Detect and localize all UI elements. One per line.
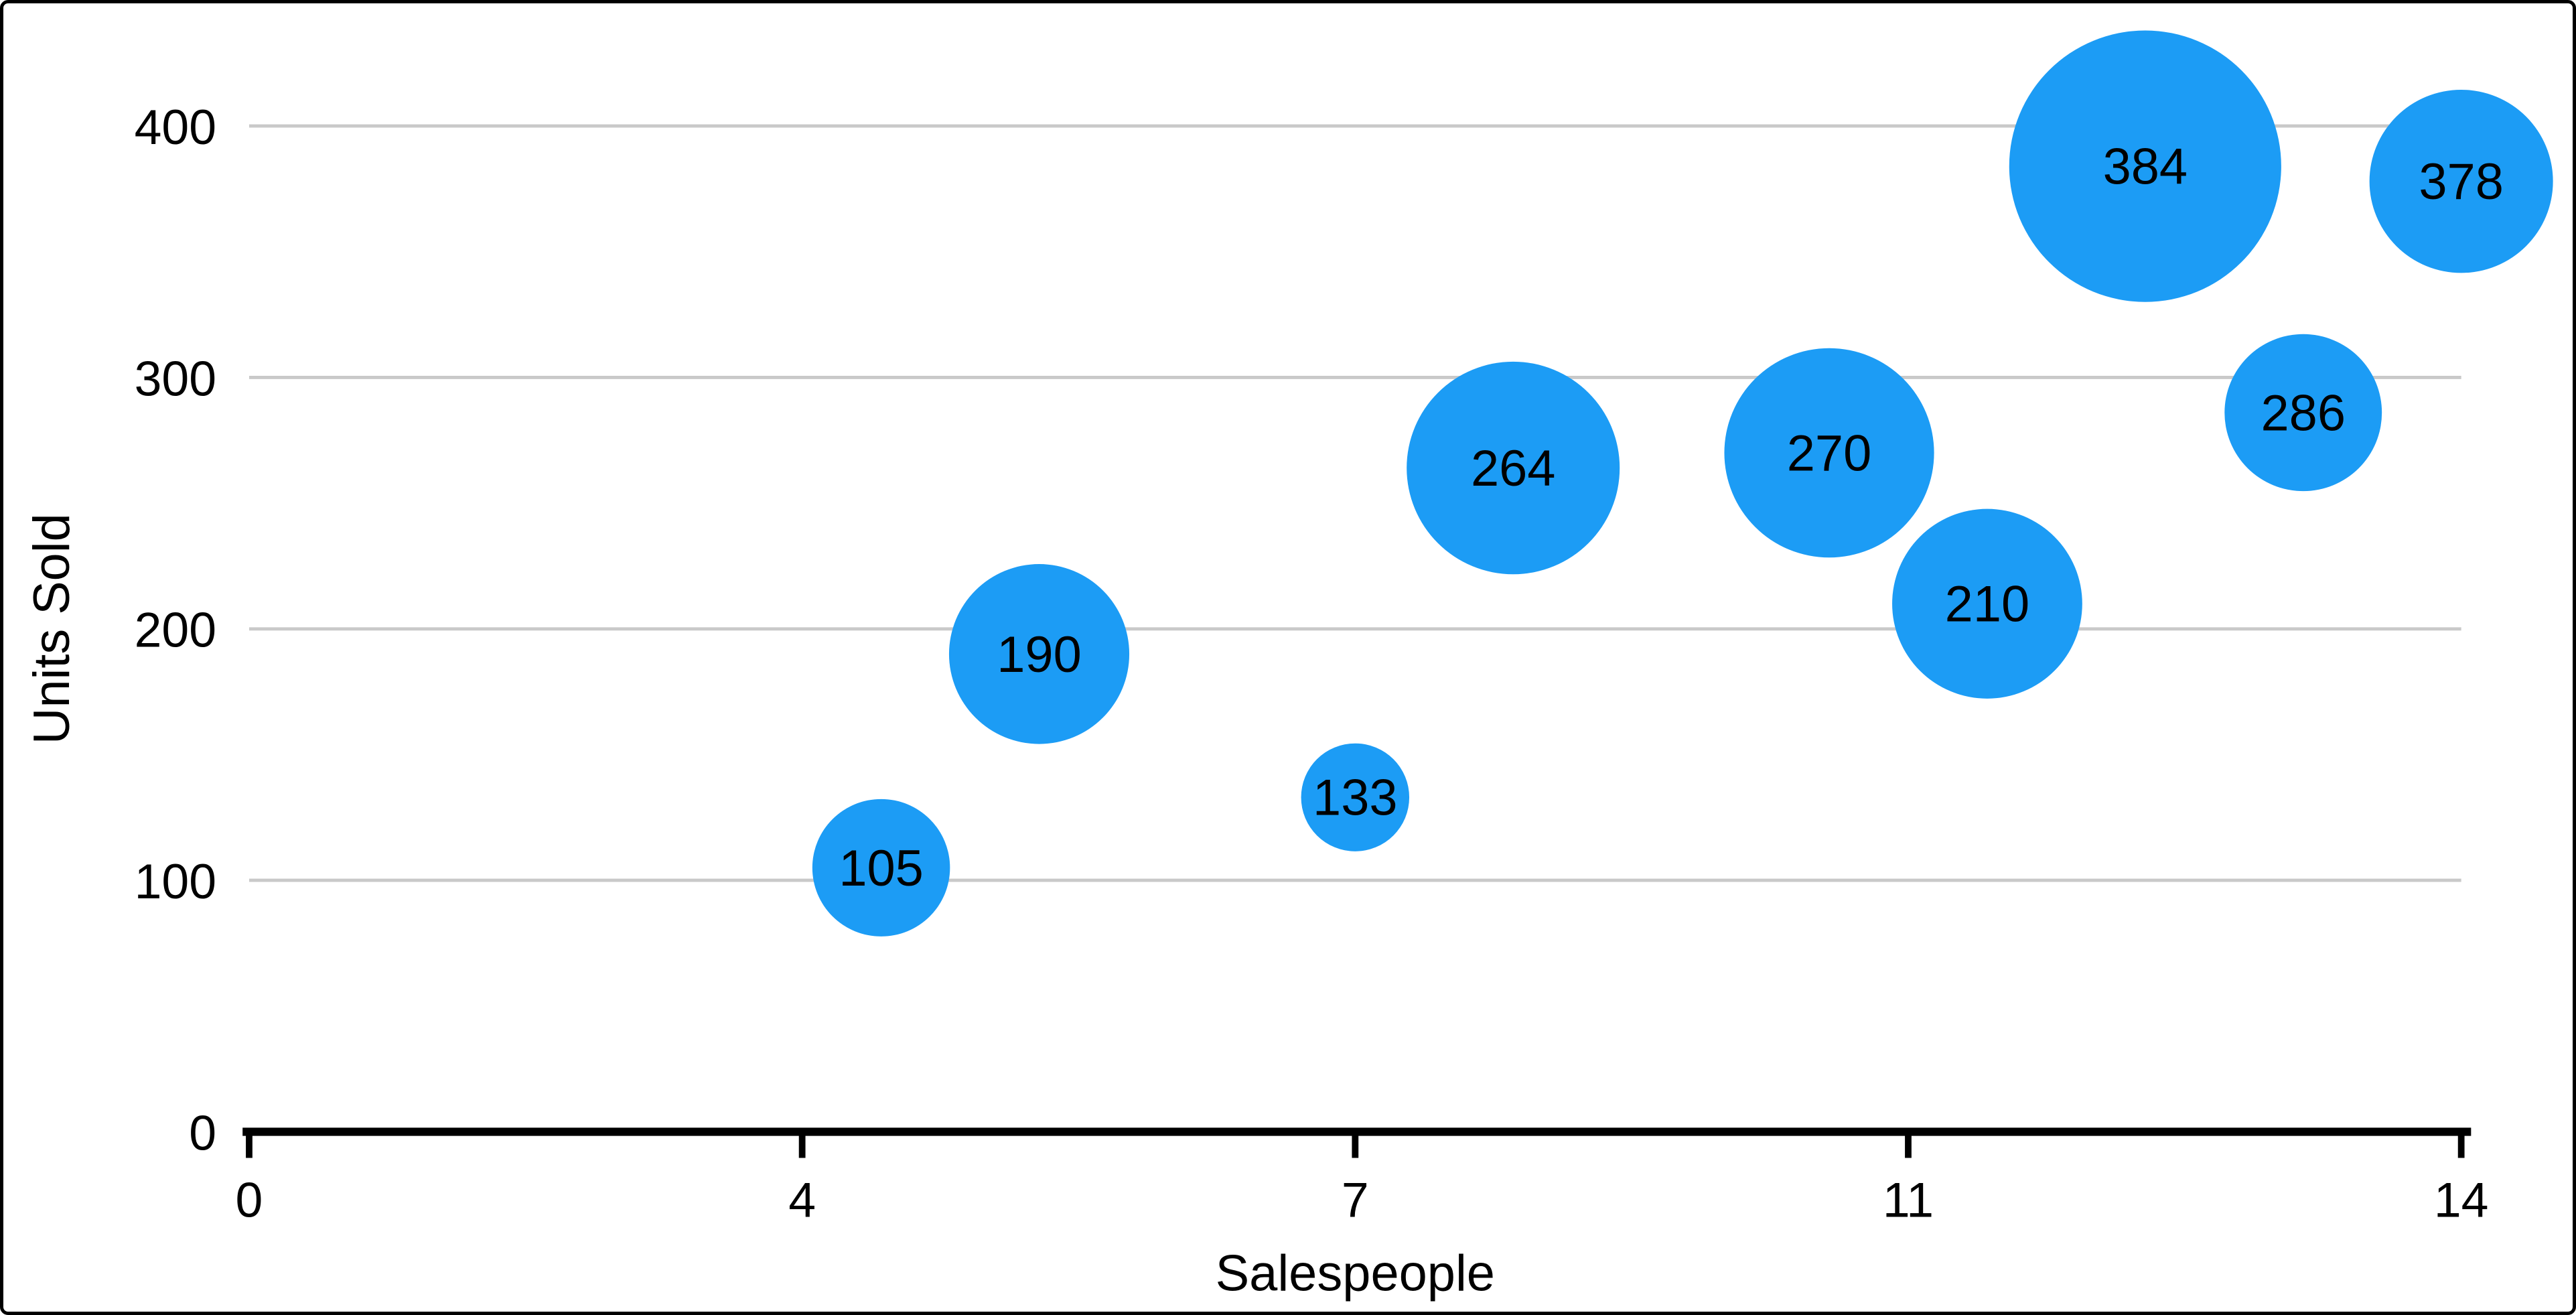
bubble-circle	[1724, 348, 1934, 558]
bubble-value-label: 133	[1313, 770, 1398, 827]
bubble-value-label: 105	[839, 840, 924, 897]
bubble-384: 384	[2009, 30, 2281, 302]
x-tick-label: 7	[1342, 1172, 1369, 1227]
x-axis-title: Salespeople	[1216, 1245, 1495, 1302]
x-tick-label: 14	[2434, 1172, 2489, 1227]
chart-canvas: 0 4 7 11 14 0 100 200 300 400 105 190 133 264 270 210 38…	[23, 30, 2553, 1302]
bubble-circle	[948, 564, 1130, 744]
y-tick-label: 100	[135, 854, 216, 909]
bubble-133: 133	[1301, 743, 1410, 851]
bubble-378: 378	[2369, 89, 2553, 273]
bubble-value-label: 264	[1471, 440, 1556, 497]
bubble-264: 264	[1407, 361, 1620, 575]
y-tick-label: 200	[135, 603, 216, 658]
bubble-210: 210	[1892, 508, 2082, 699]
y-axis-title: Units Sold	[23, 513, 80, 744]
bubble-286: 286	[2224, 334, 2382, 492]
bubble-circle	[2369, 89, 2553, 273]
bubble-circle	[1407, 361, 1620, 575]
bubble-circle	[1892, 508, 2082, 699]
bubble-value-label: 384	[2103, 139, 2188, 196]
bubble-circle	[2009, 30, 2281, 302]
bubble-value-label: 190	[997, 626, 1082, 683]
x-tick-label: 11	[1883, 1172, 1934, 1227]
bubble-circle	[812, 799, 950, 937]
bubble-value-label: 378	[2419, 153, 2504, 210]
bubble-value-label: 210	[1945, 576, 2030, 633]
y-tick-label: 0	[189, 1105, 216, 1160]
bubble-circle	[1301, 743, 1410, 851]
x-tick-label: 0	[236, 1172, 263, 1227]
y-tick-label: 400	[135, 100, 216, 155]
bubble-190: 190	[948, 564, 1130, 744]
bubble-value-label: 286	[2261, 385, 2346, 442]
bubble-270: 270	[1724, 348, 1934, 558]
bubble-105: 105	[812, 799, 950, 937]
y-tick-label: 300	[135, 351, 216, 406]
bubble-circle	[2224, 334, 2382, 492]
x-tick-label: 4	[788, 1172, 816, 1227]
bubble-value-label: 270	[1787, 425, 1872, 482]
